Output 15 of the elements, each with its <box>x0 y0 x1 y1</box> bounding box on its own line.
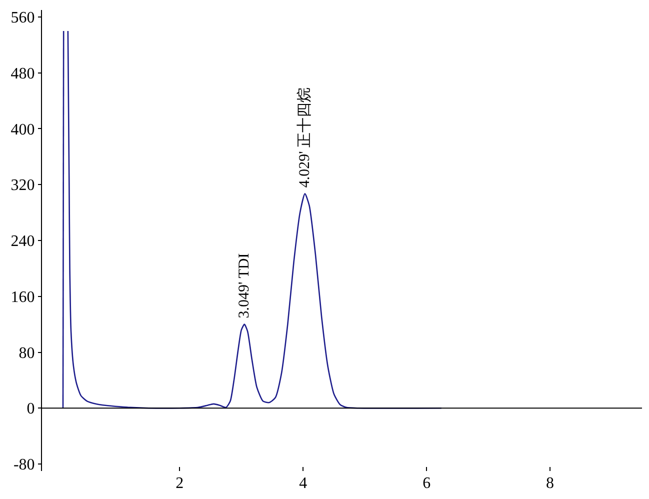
x-tick-label: 2 <box>176 475 184 492</box>
y-tick-label: 0 <box>26 400 35 418</box>
y-tick-label: 400 <box>10 121 35 138</box>
y-tick-label: 240 <box>10 233 35 250</box>
x-tick-label: 6 <box>422 475 431 492</box>
annotation: 3.049' TDI <box>236 253 253 318</box>
x-tick-label: 4 <box>299 475 308 492</box>
y-tick-label: -80 <box>13 456 35 474</box>
y-tick-label: 560 <box>10 10 35 27</box>
annotation: 4.029' 正十四烷 <box>296 87 314 188</box>
x-tick-label: 8 <box>546 475 554 492</box>
y-tick-label: 480 <box>10 65 35 82</box>
y-tick-label: 80 <box>18 344 35 362</box>
y-tick-label: 160 <box>10 288 35 306</box>
y-tick-label: 320 <box>10 177 35 194</box>
